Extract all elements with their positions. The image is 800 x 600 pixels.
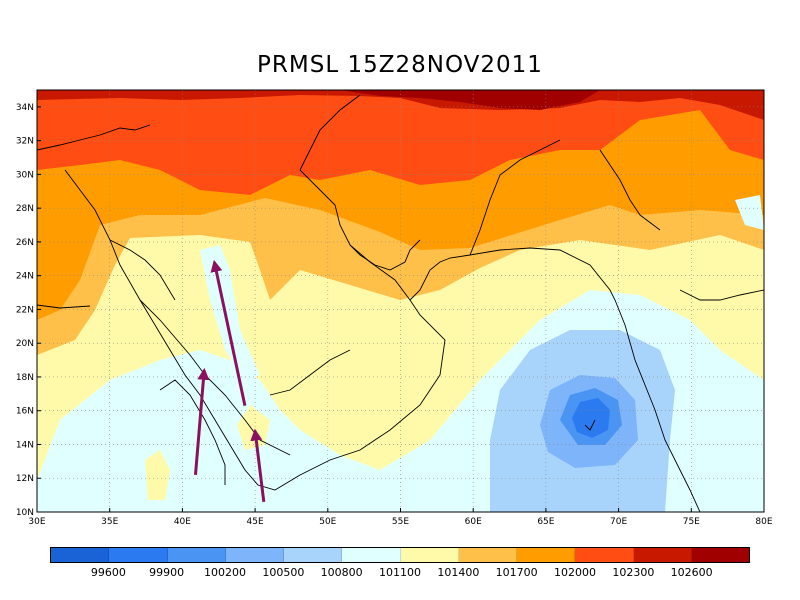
lat-tick-label: 20N (16, 339, 34, 349)
latitude-tick-labels: 10N 12N 14N 16N 18N 20N 22N 24N 26N 28N 30N 32N 34N (16, 103, 41, 518)
colorbar (50, 547, 750, 563)
longitude-tick-labels: 30E 35E 40E 45E 50E 55E 60E 65E 70E 75E 80E (28, 508, 773, 527)
lat-tick-label: 34N (16, 103, 34, 113)
lon-tick-label: 40E (174, 517, 191, 527)
colorbar-label: 102600 (670, 566, 713, 579)
colorbar-swatch (167, 548, 226, 562)
lon-tick-label: 55E (392, 517, 409, 527)
coastlines (37, 94, 764, 512)
lat-tick-label: 30N (16, 170, 34, 180)
colorbar-label: 101100 (379, 566, 421, 579)
colorbar-swatch (400, 548, 459, 562)
lon-tick-label: 65E (537, 517, 554, 527)
colorbar-labels: 99600 99900 100200 100500 100800 101100 101400… (50, 566, 750, 582)
colorbar-swatch (691, 548, 749, 562)
lat-tick-label: 16N (16, 407, 34, 417)
lon-tick-label: 60E (465, 517, 482, 527)
colorbar-label: 99900 (149, 566, 185, 579)
flow-arrow (193, 367, 210, 475)
lat-tick-label: 26N (16, 238, 34, 248)
map-title: PRMSL 15Z28NOV2011 (257, 52, 543, 78)
flow-arrow (210, 259, 247, 406)
lat-tick-label: 14N (16, 440, 34, 450)
colorbar-swatch (284, 548, 343, 562)
colorbar-label: 101700 (495, 566, 538, 579)
colorbar-label: 100800 (320, 566, 363, 579)
colorbar-swatch (458, 548, 517, 562)
colorbar-swatch (575, 548, 634, 562)
lon-tick-label: 35E (101, 517, 118, 527)
lat-tick-label: 18N (16, 373, 34, 383)
lat-tick-label: 22N (16, 305, 34, 315)
colorbar-label: 101400 (437, 566, 480, 579)
colorbar-label: 99600 (90, 566, 126, 579)
colorbar-swatch (342, 548, 401, 562)
lon-tick-label: 50E (319, 517, 336, 527)
lat-tick-label: 32N (16, 137, 34, 147)
flow-arrow (250, 428, 266, 503)
lat-tick-label: 12N (16, 474, 34, 484)
lon-tick-label: 75E (683, 517, 700, 527)
lon-tick-label: 70E (610, 517, 627, 527)
lon-tick-label: 80E (755, 517, 772, 527)
pressure-fill (37, 90, 764, 512)
colorbar-label: 100200 (204, 566, 246, 579)
colorbar-swatch (51, 548, 110, 562)
lon-tick-label: 30E (28, 517, 45, 527)
colorbar-swatch (517, 548, 576, 562)
flow-arrows (193, 259, 266, 503)
colorbar-label: 100500 (262, 566, 305, 579)
colorbar-label: 102000 (554, 566, 596, 579)
colorbar-swatch (109, 548, 168, 562)
colorbar-label: 102300 (612, 566, 655, 579)
lat-tick-label: 10N (16, 508, 34, 518)
colorbar-swatch (225, 548, 284, 562)
colorbar-swatch (633, 548, 692, 562)
lat-tick-label: 28N (16, 204, 34, 214)
lon-tick-label: 45E (247, 517, 264, 527)
lat-tick-label: 24N (16, 272, 34, 282)
